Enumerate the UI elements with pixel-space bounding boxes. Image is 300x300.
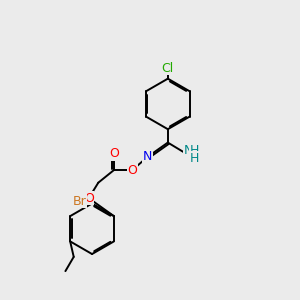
Text: Br: Br (73, 195, 86, 208)
Text: H: H (189, 144, 199, 157)
Text: O: O (84, 192, 94, 205)
Text: Cl: Cl (162, 62, 174, 75)
Text: O: O (109, 147, 119, 161)
Text: N: N (184, 144, 193, 157)
Text: O: O (127, 164, 137, 177)
Text: N: N (143, 150, 152, 163)
Text: H: H (189, 152, 199, 165)
